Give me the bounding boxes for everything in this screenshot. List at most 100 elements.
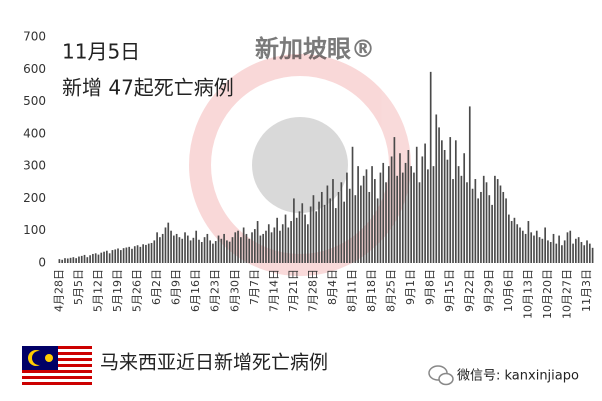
x-tick-label: 7月14日 <box>267 269 280 312</box>
bar <box>407 150 410 263</box>
bar <box>203 237 206 263</box>
bar <box>145 244 147 263</box>
bar <box>494 175 496 263</box>
bar <box>365 169 368 263</box>
bar <box>290 221 292 263</box>
bar <box>86 257 89 263</box>
x-tick-label: 5月12日 <box>91 269 104 312</box>
x-tick-label: 8月11日 <box>346 269 359 312</box>
bar <box>348 188 351 263</box>
bar <box>337 191 340 263</box>
bar <box>558 235 560 263</box>
bar <box>69 257 72 263</box>
bar <box>83 254 86 263</box>
bar <box>488 195 491 263</box>
x-tick-label: 7月28日 <box>306 269 319 312</box>
flag <box>22 346 92 388</box>
bar <box>279 230 281 263</box>
bar <box>508 214 510 263</box>
bar <box>256 221 259 263</box>
bar <box>242 227 245 263</box>
bar <box>415 146 418 263</box>
bar <box>541 238 544 263</box>
bar <box>111 250 114 263</box>
x-tick-label: 10月6日 <box>502 269 515 312</box>
bar <box>150 242 153 263</box>
bar <box>309 206 312 263</box>
chart-title: 11月5日 <box>62 40 140 64</box>
bar <box>379 172 382 263</box>
bar <box>575 238 577 263</box>
bar <box>114 249 117 263</box>
bar <box>566 232 569 263</box>
x-tick-label: 9月8日 <box>424 269 437 305</box>
bar <box>371 166 373 263</box>
bar <box>259 235 262 263</box>
bar <box>189 240 192 263</box>
bar <box>572 243 574 263</box>
bar <box>248 238 251 263</box>
bar <box>212 243 214 263</box>
bar <box>441 140 443 263</box>
x-tick-label: 5月5日 <box>72 269 85 305</box>
bar <box>343 201 345 263</box>
bar <box>301 203 304 263</box>
bar <box>329 198 332 263</box>
x-tick-label: 6月30日 <box>228 269 241 312</box>
bar <box>485 182 488 263</box>
bar <box>240 237 242 263</box>
bar <box>362 175 365 263</box>
bar <box>354 195 357 263</box>
bar <box>443 150 446 263</box>
bar <box>293 198 295 263</box>
x-tick-label: 9月15日 <box>443 269 456 312</box>
bar <box>223 233 225 263</box>
bar <box>61 259 64 263</box>
bar <box>446 159 449 263</box>
bar <box>228 241 231 263</box>
bar <box>200 242 203 263</box>
bar <box>516 224 519 263</box>
bar <box>298 211 301 263</box>
bar <box>563 240 566 263</box>
y-tick-label: 200 <box>23 191 46 205</box>
bar <box>334 208 337 263</box>
bar <box>463 153 466 263</box>
bar <box>281 224 284 263</box>
bar <box>387 166 390 263</box>
bar <box>482 175 485 263</box>
bar <box>181 238 184 263</box>
bar <box>270 232 273 263</box>
bar <box>226 240 228 263</box>
bar <box>276 217 278 263</box>
bar <box>505 198 507 263</box>
x-tick-label: 8月25日 <box>385 269 398 312</box>
bar <box>471 188 474 263</box>
bar <box>346 172 348 263</box>
x-tick-label: 7月21日 <box>287 269 300 312</box>
bar <box>561 245 563 263</box>
bar <box>237 230 239 263</box>
x-tick-label: 5月26日 <box>131 269 144 312</box>
x-tick-label: 10月20日 <box>541 269 554 319</box>
bar <box>304 214 306 263</box>
bar <box>491 204 493 263</box>
bar <box>524 233 527 263</box>
bar <box>92 253 94 263</box>
x-tick-label: 4月28日 <box>52 269 65 312</box>
wechat-icon <box>428 365 454 386</box>
bar <box>399 153 401 263</box>
bar <box>418 182 421 263</box>
y-tick-label: 0 <box>38 256 46 270</box>
bar <box>133 246 136 263</box>
bar <box>267 224 270 263</box>
bar <box>245 233 248 263</box>
bar <box>382 162 385 263</box>
bar <box>186 235 189 263</box>
bar <box>58 259 61 263</box>
bar <box>100 252 103 263</box>
bar <box>480 191 482 263</box>
bar <box>477 198 479 263</box>
bar <box>320 191 323 263</box>
bar <box>351 146 354 263</box>
